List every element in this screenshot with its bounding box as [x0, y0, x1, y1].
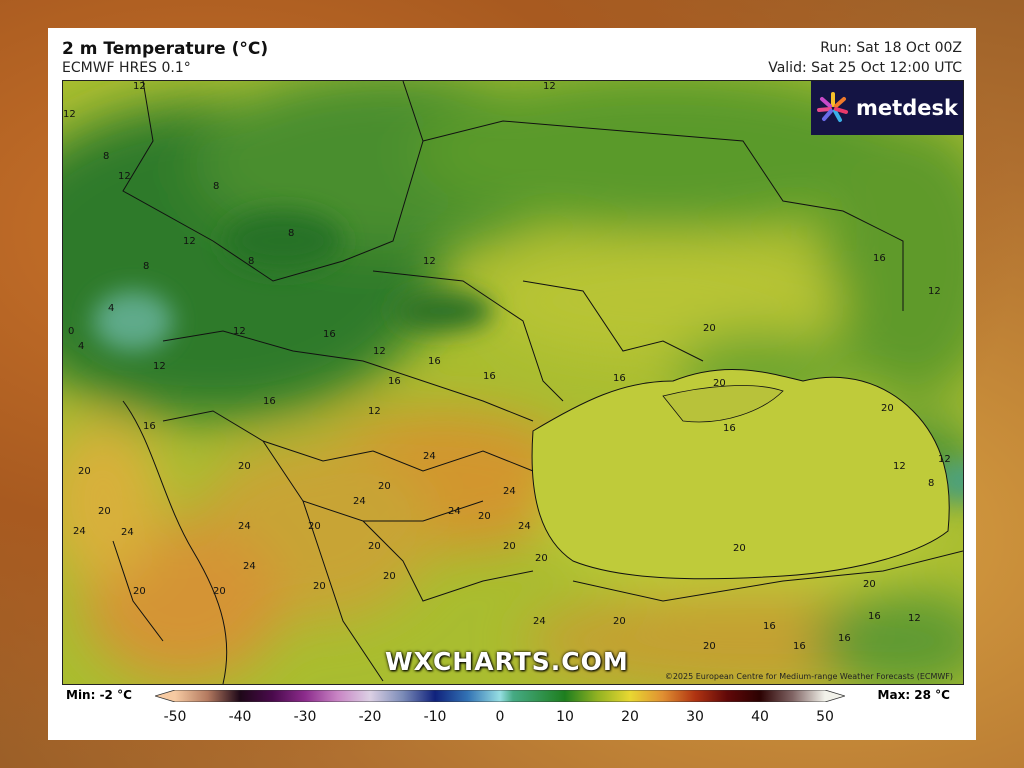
valid-time: Valid: Sat 25 Oct 12:00 UTC: [768, 60, 962, 76]
contour-label: 12: [133, 81, 146, 92]
contour-label: 12: [63, 109, 76, 120]
contour-label: 16: [868, 611, 881, 622]
contour-label: 24: [448, 506, 461, 517]
colorbar-tick-label: -50: [163, 709, 187, 725]
contour-label: 20: [703, 641, 716, 652]
contour-label: 16: [763, 621, 776, 632]
copyright-notice: ©2025 European Centre for Medium-range W…: [664, 672, 953, 681]
map-title: 2 m Temperature (°C): [62, 39, 269, 59]
contour-label: 8: [928, 478, 935, 489]
contour-label: 24: [121, 527, 134, 538]
wxcharts-watermark: WXCHARTS.COM: [385, 647, 629, 676]
contour-label: 12: [153, 361, 166, 372]
contour-label: 20: [703, 323, 716, 334]
contour-label: 8: [288, 228, 295, 239]
contour-label: 20: [733, 543, 746, 554]
colorbar-tick-label: -20: [358, 709, 382, 725]
contour-label: 4: [108, 303, 115, 314]
colorbar-tick-label: -40: [228, 709, 252, 725]
colorbar-tick-label: 0: [495, 709, 505, 725]
contour-label: 20: [368, 541, 381, 552]
contour-label: 20: [863, 579, 876, 590]
colorbar-tick-label: -10: [423, 709, 447, 725]
contour-label: 16: [428, 356, 441, 367]
run-time: Run: Sat 18 Oct 00Z: [820, 40, 962, 56]
contour-label: 12: [183, 236, 196, 247]
contour-label: 20: [383, 571, 396, 582]
contour-label: 12: [908, 613, 921, 624]
max-temperature: Max: 28 °C: [877, 688, 950, 702]
contour-label: 12: [938, 454, 951, 465]
contour-label: 20: [213, 586, 226, 597]
contour-label: 16: [793, 641, 806, 652]
contour-label: 16: [323, 329, 336, 340]
colorbar-tick-label: 30: [686, 709, 704, 725]
contour-label: 20: [238, 461, 251, 472]
metdesk-logo-text: metdesk: [856, 96, 958, 120]
temperature-map[interactable]: 12 12 12 8 12 8 8 12 8 8 4 0 4 12 12 12 16 12 16 16 16 16 12 16…: [62, 80, 964, 685]
contour-label: 24: [238, 521, 251, 532]
contour-label: 16: [483, 371, 496, 382]
contour-label: 20: [713, 378, 726, 389]
contour-label: 16: [613, 373, 626, 384]
colorbar: [155, 690, 845, 702]
contour-label: 20: [881, 403, 894, 414]
contour-label: 20: [313, 581, 326, 592]
metdesk-logo: metdesk: [811, 81, 963, 135]
contour-label: 24: [353, 496, 366, 507]
contour-label: 12: [893, 461, 906, 472]
contour-label: 8: [248, 256, 255, 267]
contour-label: 20: [535, 553, 548, 564]
contour-label: 20: [478, 511, 491, 522]
colorbar-tick-label: 20: [621, 709, 639, 725]
contour-label: 20: [133, 586, 146, 597]
contour-label: 24: [423, 451, 436, 462]
contour-label: 24: [518, 521, 531, 532]
contour-label: 16: [723, 423, 736, 434]
colorbar-tick-label: 40: [751, 709, 769, 725]
contour-label: 20: [613, 616, 626, 627]
contour-label: 16: [838, 633, 851, 644]
contour-label: 20: [378, 481, 391, 492]
contour-label: 20: [308, 521, 321, 532]
map-field: [63, 81, 963, 684]
chart-card: 2 m Temperature (°C) ECMWF HRES 0.1° Run…: [48, 28, 976, 740]
contour-label: 16: [143, 421, 156, 432]
contour-label: 0: [68, 326, 75, 337]
contour-label: 16: [873, 253, 886, 264]
contour-label: 8: [143, 261, 150, 272]
contour-label: 20: [98, 506, 111, 517]
model-label: ECMWF HRES 0.1°: [62, 60, 191, 76]
min-temperature: Min: -2 °C: [66, 688, 132, 702]
metdesk-burst-icon: [817, 92, 849, 122]
contour-label: 12: [118, 171, 131, 182]
contour-label: 20: [503, 541, 516, 552]
contour-label: 24: [503, 486, 516, 497]
contour-label: 12: [373, 346, 386, 357]
colorbar-tick-label: 50: [816, 709, 834, 725]
colorbar-tick-label: -30: [293, 709, 317, 725]
contour-label: 12: [543, 81, 556, 92]
contour-label: 8: [103, 151, 110, 162]
contour-label: 4: [78, 341, 85, 352]
contour-label: 24: [243, 561, 256, 572]
contour-label: 16: [263, 396, 276, 407]
contour-label: 24: [73, 526, 86, 537]
contour-label: 12: [233, 326, 246, 337]
contour-label: 12: [368, 406, 381, 417]
colorbar-tick-label: 10: [556, 709, 574, 725]
contour-label: 24: [533, 616, 546, 627]
contour-label: 20: [78, 466, 91, 477]
contour-label: 12: [423, 256, 436, 267]
contour-label: 16: [388, 376, 401, 387]
contour-label: 12: [928, 286, 941, 297]
contour-label: 8: [213, 181, 220, 192]
